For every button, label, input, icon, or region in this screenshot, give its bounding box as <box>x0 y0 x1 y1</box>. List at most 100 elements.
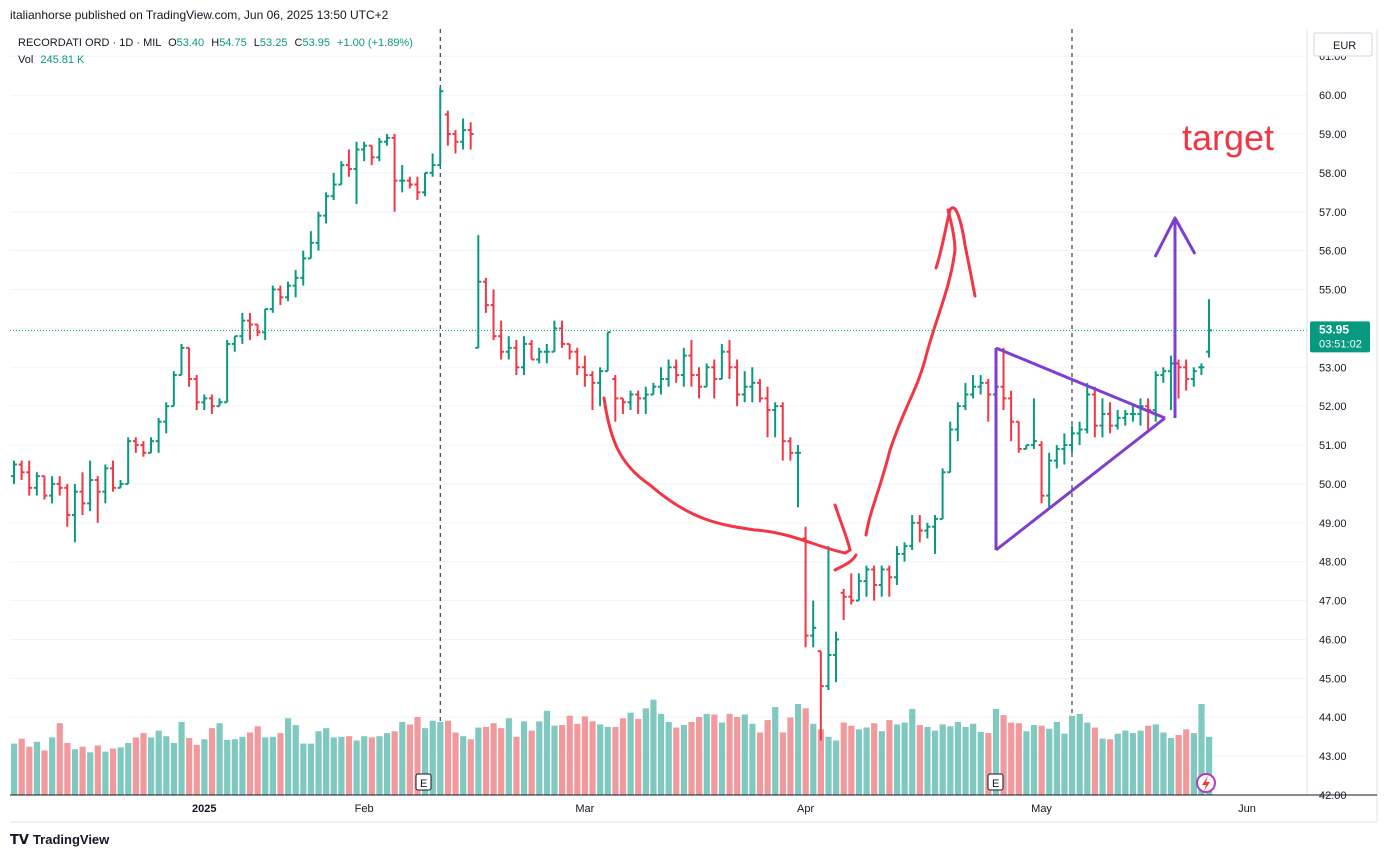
volume-bar-15 <box>125 743 132 795</box>
volume-bar-148 <box>1137 730 1144 795</box>
volume-bar-34 <box>269 736 276 795</box>
currency-label: EUR <box>1333 40 1356 52</box>
ohlc-bar-9 <box>79 472 86 516</box>
ohlc-bar-1 <box>18 460 25 481</box>
volume-bar-113 <box>871 723 878 795</box>
ohlc-bar-49 <box>383 133 390 146</box>
ohlc-bar-22 <box>178 343 185 377</box>
volume-bar-20 <box>163 736 170 795</box>
volume-bar-61 <box>475 727 482 795</box>
ohlc-bar-77 <box>597 367 604 407</box>
last-price-badge: 53.95 03:51:02 <box>1310 321 1370 353</box>
ohlc-bar-5 <box>49 476 56 504</box>
low-value: 53.25 <box>259 37 288 49</box>
ohlc-bar-89 <box>688 340 695 387</box>
ohlc-bar-130 <box>1000 347 1007 411</box>
ohlc-bar-106 <box>817 650 824 741</box>
currency-box[interactable] <box>1313 32 1373 57</box>
y-tick-18: 60.00 <box>1319 90 1347 102</box>
price-axis[interactable]: 42.00 43.00 44.00 45.00 46.00 47.00 48.00 49.00… <box>1306 29 1378 822</box>
volume-bar-52 <box>406 724 413 795</box>
volume-bar-128 <box>985 733 992 795</box>
triangle-lower-line <box>995 416 1166 552</box>
earnings-marker-2[interactable]: E <box>987 773 1004 791</box>
volume-bar-92 <box>711 714 718 795</box>
ohlc-bar-132 <box>1015 420 1022 453</box>
y-tick-11: 53.00 <box>1319 362 1347 374</box>
y-tick-15: 57.00 <box>1319 207 1347 219</box>
ohlc-bar-97 <box>749 367 756 403</box>
ohlc-bar-57 <box>444 110 451 146</box>
ohlc-bar-119 <box>916 515 923 543</box>
lightning-icon[interactable] <box>1196 773 1216 793</box>
ohlc-bar-23 <box>186 346 193 387</box>
volume-bar-26 <box>208 728 216 795</box>
volume-bar-117 <box>901 722 908 795</box>
ohlc-bar-87 <box>673 359 680 383</box>
volume-bar-25 <box>201 739 208 795</box>
volume-bar-39 <box>307 743 315 795</box>
volume-bar-47 <box>368 737 375 795</box>
symbol-label[interactable]: RECORDATI ORD · 1D · MIL <box>18 37 162 49</box>
volume-bar-110 <box>848 725 855 795</box>
time-axis[interactable]: 2025 Feb Mar Apr May Jun <box>10 794 1377 823</box>
ohlc-bar-31 <box>246 312 253 341</box>
ohlc-bar-20 <box>163 402 170 434</box>
ohlc-bar-65 <box>505 336 512 360</box>
volume-bar-30 <box>239 736 246 795</box>
last-price-label: 53.95 <box>1319 322 1349 336</box>
red-curve-drawing <box>602 396 852 555</box>
ohlc-bar-136 <box>1046 452 1053 508</box>
ohlc-bar-107 <box>825 546 832 691</box>
volume-bar-97 <box>749 723 756 795</box>
volume-bar-1 <box>18 738 25 795</box>
volume-bar-16 <box>132 737 139 795</box>
ohlc-bar-154 <box>1183 359 1190 391</box>
ohlc-bar-118 <box>909 515 916 551</box>
earnings-marker-1[interactable]: E <box>415 773 432 791</box>
volume-bar-132 <box>1015 723 1022 795</box>
ohlc-bar-59 <box>460 118 467 150</box>
legend-ohlc-row: RECORDATI ORD · 1D · MIL O53.40 H54.75 L… <box>18 37 413 49</box>
footer-brand[interactable]: 𝗧𝗩 TradingView <box>10 832 110 847</box>
ohlc-bar-104 <box>802 526 809 648</box>
ohlc-bar-34 <box>269 285 276 313</box>
volume-bar-133 <box>1023 731 1030 795</box>
volume-bar-0 <box>11 743 18 795</box>
volume-bar-55 <box>429 720 436 795</box>
volume-bar-111 <box>855 729 863 795</box>
x-label-mar: Mar <box>575 803 594 815</box>
volume-bar-127 <box>977 731 984 795</box>
ohlc-bar-32 <box>254 323 261 337</box>
ohlc-bar-80 <box>619 397 626 414</box>
ohlc-bar-51 <box>399 165 406 193</box>
y-tick-14: 56.00 <box>1319 246 1347 258</box>
volume-bar-74 <box>574 723 581 795</box>
ohlc-bar-36 <box>285 281 292 302</box>
volume-bar-84 <box>650 699 657 795</box>
ohlc-bar-13 <box>109 460 116 492</box>
volume-bar-48 <box>376 736 383 795</box>
ohlc-bar-145 <box>1114 410 1121 430</box>
volume-bar-4 <box>41 750 48 795</box>
ohlc-bar-115 <box>886 565 893 597</box>
volume-bar-8 <box>71 749 79 795</box>
ohlc-bar-141 <box>1084 382 1091 434</box>
volume-bar-119 <box>916 725 923 795</box>
volume-bar-125 <box>962 726 969 795</box>
volume-bar-104 <box>802 708 809 795</box>
ohlc-bar-30 <box>239 312 246 344</box>
ohlc-bar-102 <box>787 437 794 461</box>
ohlc-bar-39 <box>307 231 314 260</box>
ohlc-bar-16 <box>132 437 139 453</box>
volume-bar-112 <box>863 727 870 795</box>
y-tick-5: 47.00 <box>1319 596 1347 608</box>
volume-bar-116 <box>893 724 901 795</box>
volume-bar-147 <box>1129 733 1137 795</box>
legend: RECORDATI ORD · 1D · MIL O53.40 H54.75 L… <box>18 35 413 69</box>
ohlc-bar-146 <box>1122 410 1129 426</box>
volume-bar-80 <box>619 718 627 795</box>
volume-bar-56 <box>437 721 444 795</box>
ohlc-bar-140 <box>1076 421 1083 446</box>
